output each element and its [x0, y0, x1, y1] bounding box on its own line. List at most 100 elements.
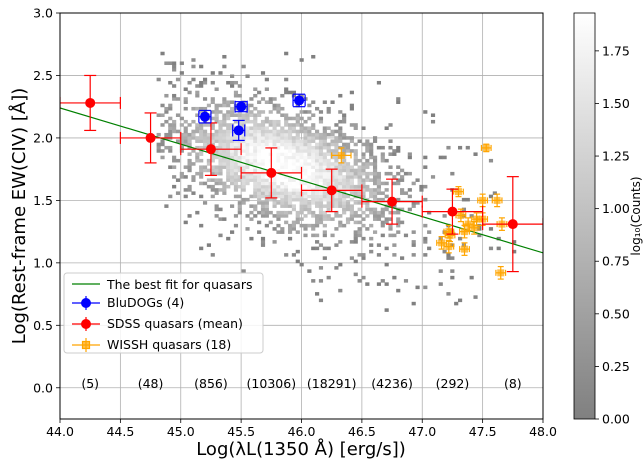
density-cell — [218, 110, 223, 114]
density-cell — [438, 282, 443, 286]
density-cell — [345, 207, 351, 212]
density-cell — [226, 175, 231, 179]
swatch-marker — [81, 319, 91, 329]
density-cell — [376, 253, 382, 257]
density-cell — [349, 217, 354, 221]
density-cell — [361, 201, 366, 205]
density-cell — [287, 197, 293, 202]
density-cell — [249, 194, 254, 199]
density-cell — [272, 201, 277, 205]
density-cell — [272, 106, 277, 111]
density-cell — [187, 214, 192, 218]
density-cell — [179, 171, 184, 176]
density-cell — [245, 126, 250, 130]
density-cell — [249, 139, 254, 143]
density-cell — [318, 243, 324, 247]
density-cell — [257, 113, 262, 117]
density-cell — [450, 269, 455, 273]
density-cell — [295, 175, 300, 179]
density-cell — [264, 77, 269, 82]
density-cell — [430, 175, 436, 179]
density-cell — [307, 155, 312, 160]
density-cell — [369, 210, 374, 215]
density-cell — [342, 149, 347, 153]
density-cell — [365, 165, 370, 169]
data-point — [464, 220, 472, 228]
density-cell — [245, 139, 250, 143]
density-cell — [326, 275, 331, 280]
density-cell — [249, 126, 254, 130]
density-cell — [334, 158, 339, 163]
density-cell — [295, 123, 300, 127]
density-cell — [342, 113, 347, 117]
density-cell — [280, 106, 285, 111]
density-cell — [241, 129, 246, 134]
density-cell — [233, 113, 239, 117]
density-cell — [291, 149, 296, 153]
density-cell — [195, 155, 200, 160]
data-point — [294, 95, 305, 106]
density-cell — [218, 217, 223, 221]
density-cell — [230, 84, 235, 88]
density-cell — [311, 201, 316, 205]
density-cell — [260, 139, 266, 143]
density-cell — [322, 162, 327, 166]
density-cell — [287, 126, 293, 130]
density-cell — [338, 240, 343, 244]
density-cell — [222, 162, 227, 166]
density-cell — [334, 142, 339, 147]
density-cell — [315, 171, 320, 176]
density-cell — [311, 139, 316, 143]
density-cell — [311, 214, 316, 218]
density-cell — [230, 155, 235, 160]
density-cell — [226, 136, 231, 140]
density-cell — [257, 136, 262, 140]
density-cell — [187, 168, 192, 173]
density-cell — [342, 136, 347, 140]
density-cell — [218, 152, 223, 156]
density-cell — [287, 168, 293, 173]
density-cell — [287, 149, 293, 153]
density-cell — [342, 184, 347, 189]
density-cell — [199, 149, 204, 153]
bin-count-label: (18291) — [307, 376, 357, 391]
density-cell — [392, 181, 397, 186]
density-cell — [380, 279, 385, 283]
density-cell — [276, 178, 281, 182]
density-cell — [369, 207, 374, 212]
density-cell — [369, 243, 374, 247]
density-cell — [303, 201, 308, 205]
density-cell — [191, 178, 196, 182]
density-cell — [257, 184, 262, 189]
density-cell — [287, 194, 293, 199]
density-cell — [280, 142, 285, 147]
density-cell — [345, 136, 351, 140]
density-cell — [287, 139, 293, 143]
density-cell — [438, 155, 443, 160]
density-cell — [334, 168, 339, 173]
density-cell — [365, 214, 370, 218]
density-cell — [210, 116, 215, 121]
density-cell — [187, 162, 192, 166]
density-cell — [361, 217, 366, 221]
density-cell — [233, 142, 239, 147]
density-cell — [218, 155, 223, 160]
density-cell — [326, 158, 331, 163]
density-cell — [326, 217, 331, 221]
density-cell — [187, 123, 192, 127]
density-cell — [388, 152, 393, 156]
density-cell — [214, 149, 219, 153]
density-cell — [345, 162, 351, 166]
density-cell — [407, 152, 412, 156]
density-cell — [372, 217, 378, 221]
density-cell — [403, 233, 409, 238]
density-cell — [353, 158, 358, 163]
density-cell — [287, 142, 293, 147]
density-cell — [222, 145, 227, 150]
density-cell — [257, 110, 262, 114]
density-cell — [423, 223, 428, 228]
density-cell — [318, 142, 324, 147]
density-cell — [272, 103, 277, 108]
density-cell — [195, 93, 200, 98]
density-cell — [268, 132, 273, 137]
